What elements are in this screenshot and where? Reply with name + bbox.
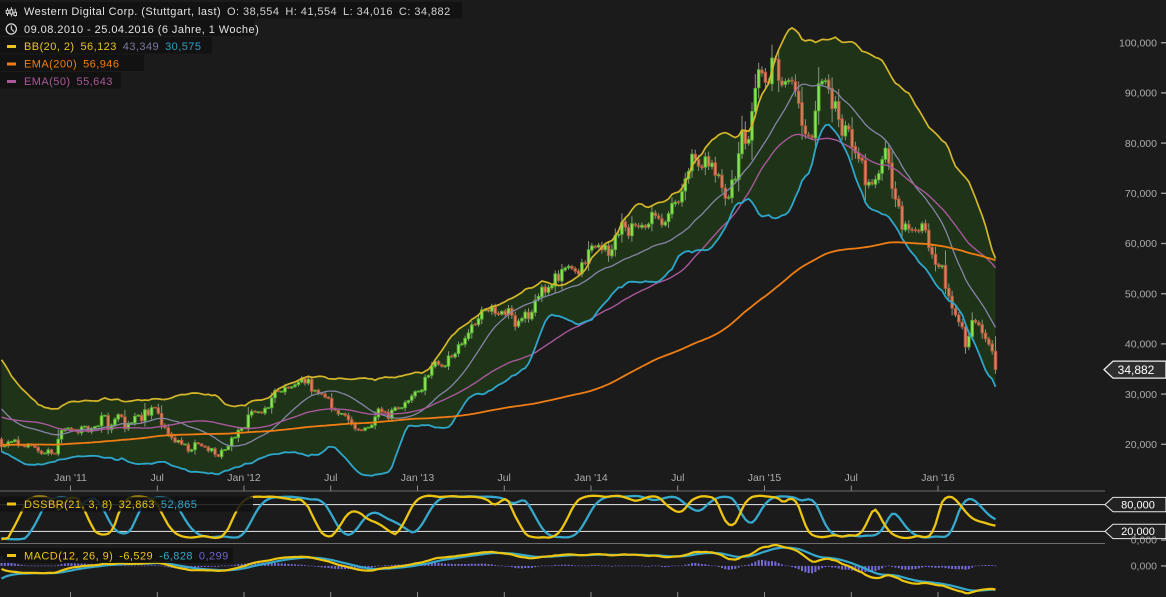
svg-text:Jan '15: Jan '15 [748, 472, 782, 484]
svg-text:MACD(12, 26, 9) -6,529 -6,828: MACD(12, 26, 9) -6,529 -6,828 0,299 [24, 551, 229, 563]
svg-text:Western Digital Corp. (Stuttga: Western Digital Corp. (Stuttgart, last) … [24, 6, 451, 18]
svg-text:0,000: 0,000 [1131, 560, 1157, 572]
svg-text:DSSBR(21, 3, 8) 32,863 52,865: DSSBR(21, 3, 8) 32,863 52,865 [24, 499, 197, 511]
svg-text:Jan '14: Jan '14 [574, 472, 608, 484]
svg-text:Jul: Jul [324, 472, 337, 484]
svg-text:Jan '12: Jan '12 [227, 472, 261, 484]
svg-text:09.08.2010 - 25.04.2016 (6 Jah: 09.08.2010 - 25.04.2016 (6 Jahre, 1 Woch… [24, 24, 259, 36]
svg-text:Jul: Jul [150, 472, 163, 484]
svg-text:80,000: 80,000 [1121, 499, 1155, 511]
svg-text:30,000: 30,000 [1125, 389, 1157, 401]
svg-text:Jul: Jul [497, 472, 510, 484]
svg-text:Jan '16: Jan '16 [921, 472, 955, 484]
svg-text:20,000: 20,000 [1121, 526, 1155, 538]
svg-text:0,000: 0,000 [1131, 535, 1157, 547]
svg-text:BB(20, 2) 56,123 43,349 30,575: BB(20, 2) 56,123 43,349 30,575 [24, 41, 201, 53]
svg-text:EMA(50) 55,643: EMA(50) 55,643 [24, 76, 113, 88]
svg-text:Jul: Jul [671, 472, 684, 484]
svg-text:34,882: 34,882 [1118, 363, 1155, 377]
svg-text:40,000: 40,000 [1125, 339, 1157, 351]
svg-text:80,000: 80,000 [1125, 138, 1157, 150]
svg-text:50,000: 50,000 [1125, 288, 1157, 300]
svg-text:100,000: 100,000 [1119, 37, 1157, 49]
svg-text:60,000: 60,000 [1125, 238, 1157, 250]
svg-text:20,000: 20,000 [1125, 439, 1157, 451]
svg-text:90,000: 90,000 [1125, 88, 1157, 100]
svg-text:EMA(200) 56,946: EMA(200) 56,946 [24, 59, 119, 71]
svg-text:Jan '13: Jan '13 [401, 472, 435, 484]
svg-text:Jul: Jul [844, 472, 857, 484]
svg-text:Jan '11: Jan '11 [54, 472, 87, 484]
svg-text:70,000: 70,000 [1125, 188, 1157, 200]
